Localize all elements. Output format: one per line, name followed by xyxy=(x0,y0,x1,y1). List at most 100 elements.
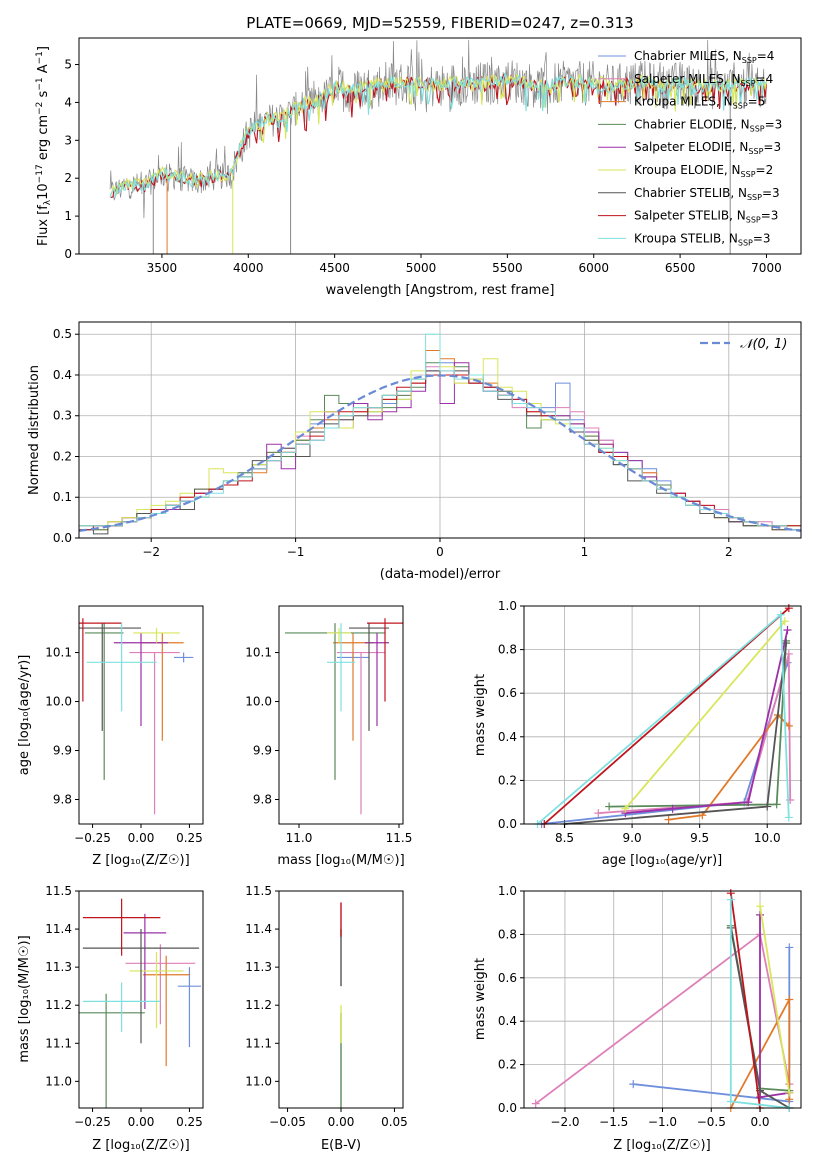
spectrum-xtick-label: 5000 xyxy=(406,261,437,275)
wz-ytick-label: 0.8 xyxy=(498,927,517,941)
massz-ytick-label: 11.1 xyxy=(45,1036,72,1050)
wage-xtick-label: 9.5 xyxy=(690,831,709,845)
wage-marker xyxy=(744,798,753,807)
spectrum-xtick-label: 7000 xyxy=(751,261,782,275)
residual-ytick-label: 0.1 xyxy=(53,490,72,504)
massz-xlabel: Z [log₁₀(Z/Z☉)] xyxy=(92,1138,189,1153)
wage-ytick-label: 0.0 xyxy=(498,817,517,831)
wz-series xyxy=(759,906,791,1093)
massz-ytick-label: 11.4 xyxy=(45,922,72,936)
wz-xtick-label: −0.5 xyxy=(697,1115,726,1129)
spectrum-xtick-label: 4500 xyxy=(319,261,350,275)
weight-vs-age-panel: 8.5 9.0 9.5 10.0 0.0 0.2 0.4 0.6 0.8 1.0 age [log… xyxy=(473,599,802,868)
wage-marker xyxy=(772,800,781,809)
wz-ytick-label: 0.2 xyxy=(498,1058,517,1072)
masse-ytick-label: 11.3 xyxy=(245,960,272,974)
agem-xlabel: mass [log₁₀(M/M☉)] xyxy=(277,853,404,868)
age-vs-z-panel: −0.25 0.00 0.25 9.8 9.9 10.0 10.1 Z [log₁₀(Z/Z… xyxy=(17,605,204,868)
residual-xtick-label: 1 xyxy=(581,545,589,559)
wage-ytick-label: 0.4 xyxy=(498,730,517,744)
wage-marker xyxy=(776,610,785,619)
massz-xtick-label: −0.25 xyxy=(74,1115,111,1129)
legend-label: Salpeter STELIB, NSSP=3 xyxy=(634,209,778,225)
agez-xtick-label: 0.25 xyxy=(176,831,203,845)
residual-ytick-label: 0.3 xyxy=(53,409,72,423)
wage-marker xyxy=(594,809,603,818)
massz-ytick-label: 11.0 xyxy=(45,1074,72,1088)
wage-marker xyxy=(664,815,673,824)
masse-xtick-label: 0.00 xyxy=(328,1115,355,1129)
massz-ytick-label: 11.2 xyxy=(45,998,72,1012)
wage-ylabel: mass weight xyxy=(473,674,488,756)
wz-series xyxy=(729,893,761,1109)
agez-xlabel: Z [log₁₀(Z/Z☉)] xyxy=(92,853,189,868)
spectrum-xtick-label: 3500 xyxy=(147,261,178,275)
spectrum-xtick-label: 4000 xyxy=(233,261,264,275)
spectrum-ytick-label: 1 xyxy=(64,209,72,223)
wz-marker xyxy=(756,902,765,911)
spectrum-model-line xyxy=(109,70,767,198)
wage-series xyxy=(624,620,786,810)
spectrum-ytick-label: 3 xyxy=(64,133,72,147)
agez-ytick-label: 10.0 xyxy=(45,695,72,709)
mass-vs-ebv-panel: −0.05 0.00 0.05 11.0 11.1 11.2 11.3 11.4 11.5 E(… xyxy=(245,884,408,1153)
spectrum-xtick-label: 6500 xyxy=(665,261,696,275)
spectrum-xtick-label: 6000 xyxy=(578,261,609,275)
spectrum-panel: 3500 4000 4500 5000 5500 6000 6500 7000 012345 … xyxy=(35,37,802,298)
wz-xtick-label: −1.5 xyxy=(599,1115,628,1129)
masse-ytick-label: 11.2 xyxy=(245,998,272,1012)
wage-ytick-label: 0.6 xyxy=(498,686,517,700)
spectrum-ytick-label: 2 xyxy=(64,171,72,185)
wz-ytick-label: 0.6 xyxy=(498,971,517,985)
agez-ytick-label: 10.1 xyxy=(45,646,72,660)
wage-marker xyxy=(784,721,793,730)
agem-ytick-label: 9.9 xyxy=(253,744,272,758)
agem-ytick-label: 10.1 xyxy=(245,646,272,660)
wz-xlabel: Z [log₁₀(Z/Z☉)] xyxy=(613,1138,710,1153)
wz-ytick-label: 0.0 xyxy=(498,1101,517,1115)
masse-ytick-label: 11.5 xyxy=(245,884,272,898)
legend-label: Chabrier ELODIE, NSSP=3 xyxy=(634,117,782,133)
spectrum-ytick-label: 5 xyxy=(64,58,72,72)
wz-marker xyxy=(726,1097,735,1106)
residual-xtick-label: −1 xyxy=(287,545,305,559)
masse-ytick-label: 11.1 xyxy=(245,1036,272,1050)
agez-ytick-label: 9.9 xyxy=(53,744,72,758)
wz-marker xyxy=(531,1099,540,1108)
masse-ytick-label: 11.0 xyxy=(245,1074,272,1088)
spectrum-ylabel: Flux [fλ10−17 erg cm−2 s−1 A−1] xyxy=(35,46,53,246)
wage-series xyxy=(668,713,790,821)
wage-marker xyxy=(784,813,793,822)
wage-series xyxy=(625,629,789,814)
residual-xtick-label: 0 xyxy=(436,545,444,559)
wz-marker xyxy=(629,1080,638,1089)
agez-ylabel: age [log₁₀(age/yr)] xyxy=(17,655,32,776)
legend-label: Kroupa STELIB, NSSP=3 xyxy=(634,231,771,247)
wz-ylabel: mass weight xyxy=(473,958,488,1040)
histogram-kroupa-stelib xyxy=(78,333,801,538)
legend-label: Salpeter ELODIE, NSSP=3 xyxy=(634,140,781,156)
massz-ylabel: mass [log₁₀(M/M☉)] xyxy=(17,935,32,1062)
wz-marker xyxy=(785,943,794,952)
wage-marker xyxy=(783,625,792,634)
masse-xtick-label: 0.05 xyxy=(381,1115,408,1129)
weight-vs-z-panel: −2.0 −1.5 −1.0 −0.5 0.0 0.0 0.2 0.4 0.6 0.8 1.0 Z … xyxy=(473,884,802,1153)
masse-ytick-label: 11.4 xyxy=(245,922,272,936)
massz-ytick-label: 11.3 xyxy=(45,960,72,974)
agem-ytick-label: 9.8 xyxy=(253,793,272,807)
wz-marker xyxy=(785,1088,794,1097)
residual-ylabel: Normed distribution xyxy=(27,365,42,495)
wage-marker xyxy=(763,802,772,811)
residual-xlabel: (data-model)/error xyxy=(380,567,501,582)
spectrum-ytick-label: 4 xyxy=(64,95,72,109)
normal-curve xyxy=(78,374,802,532)
spectrum-xlabel: wavelength [Angstrom, rest frame] xyxy=(326,283,555,298)
legend-label: Kroupa MILES, NSSP=5 xyxy=(634,95,765,111)
massz-xtick-label: 0.00 xyxy=(128,1115,155,1129)
residual-ytick-label: 0.0 xyxy=(53,531,72,545)
wage-marker xyxy=(668,804,677,813)
wage-ytick-label: 1.0 xyxy=(498,599,517,613)
massz-ytick-label: 11.5 xyxy=(45,884,72,898)
wz-xtick-label: 0.0 xyxy=(750,1115,769,1129)
